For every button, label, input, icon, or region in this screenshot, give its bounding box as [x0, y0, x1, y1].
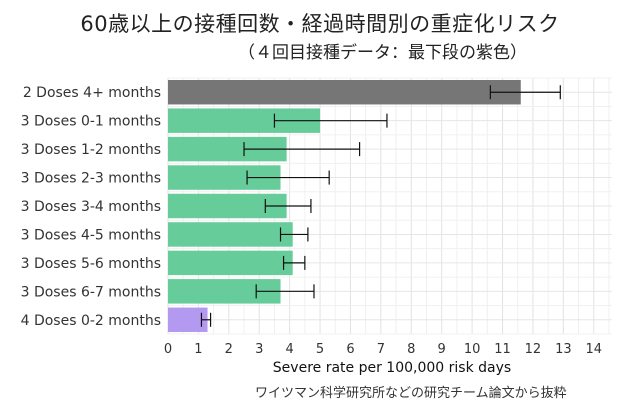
bar-6	[168, 222, 293, 247]
x-tick-label: 12	[525, 342, 542, 357]
bar-1	[168, 79, 521, 105]
source-note: ワイツマン科学研究所などの研究チーム論文から抜粋	[255, 386, 567, 401]
x-tick-label: 11	[494, 342, 511, 357]
category-label: 3 Doses 6-7 months	[21, 284, 161, 300]
x-tick-label: 4	[286, 342, 294, 357]
category-label: 3 Doses 4-5 months	[21, 227, 161, 243]
x-tick-label: 2	[225, 342, 233, 357]
x-tick-label: 14	[585, 342, 602, 357]
x-tick-label: 1	[194, 342, 202, 357]
category-labels: 2 Doses 4+ months 3 Doses 0-1 months 3 Dos…	[21, 85, 161, 329]
x-tick-labels: 0 1 2 3 4 5 6 7 8 9 10 11 12 13 14	[164, 342, 602, 357]
bar-7	[168, 250, 293, 276]
category-label: 3 Doses 5-6 months	[21, 256, 161, 272]
category-label: 3 Doses 2-3 months	[21, 171, 161, 187]
x-tick-label: 3	[255, 342, 263, 357]
x-tick-label: 7	[377, 342, 385, 357]
category-label: 3 Doses 1-2 months	[21, 142, 161, 158]
chart-subtitle: （４回目接種データ：最下段の紫色）	[238, 43, 527, 63]
error-bars	[200, 85, 561, 327]
x-tick-label: 9	[438, 342, 446, 357]
x-tick-label: 6	[346, 342, 354, 357]
category-label: 3 Doses 3-4 months	[21, 199, 161, 215]
x-tick-label: 13	[555, 342, 572, 357]
x-tick-label: 10	[464, 342, 481, 357]
category-label: 4 Doses 0-2 months	[21, 313, 161, 329]
x-tick-label: 0	[164, 342, 172, 357]
x-tick-label: 8	[407, 342, 415, 357]
category-label: 3 Doses 0-1 months	[21, 114, 161, 130]
category-label: 2 Doses 4+ months	[23, 85, 161, 101]
chart-title: 60歳以上の接種回数・経過時間別の重症化リスク	[80, 12, 560, 36]
x-tick-label: 5	[316, 342, 324, 357]
x-axis-title: Severe rate per 100,000 risk days	[273, 360, 511, 376]
